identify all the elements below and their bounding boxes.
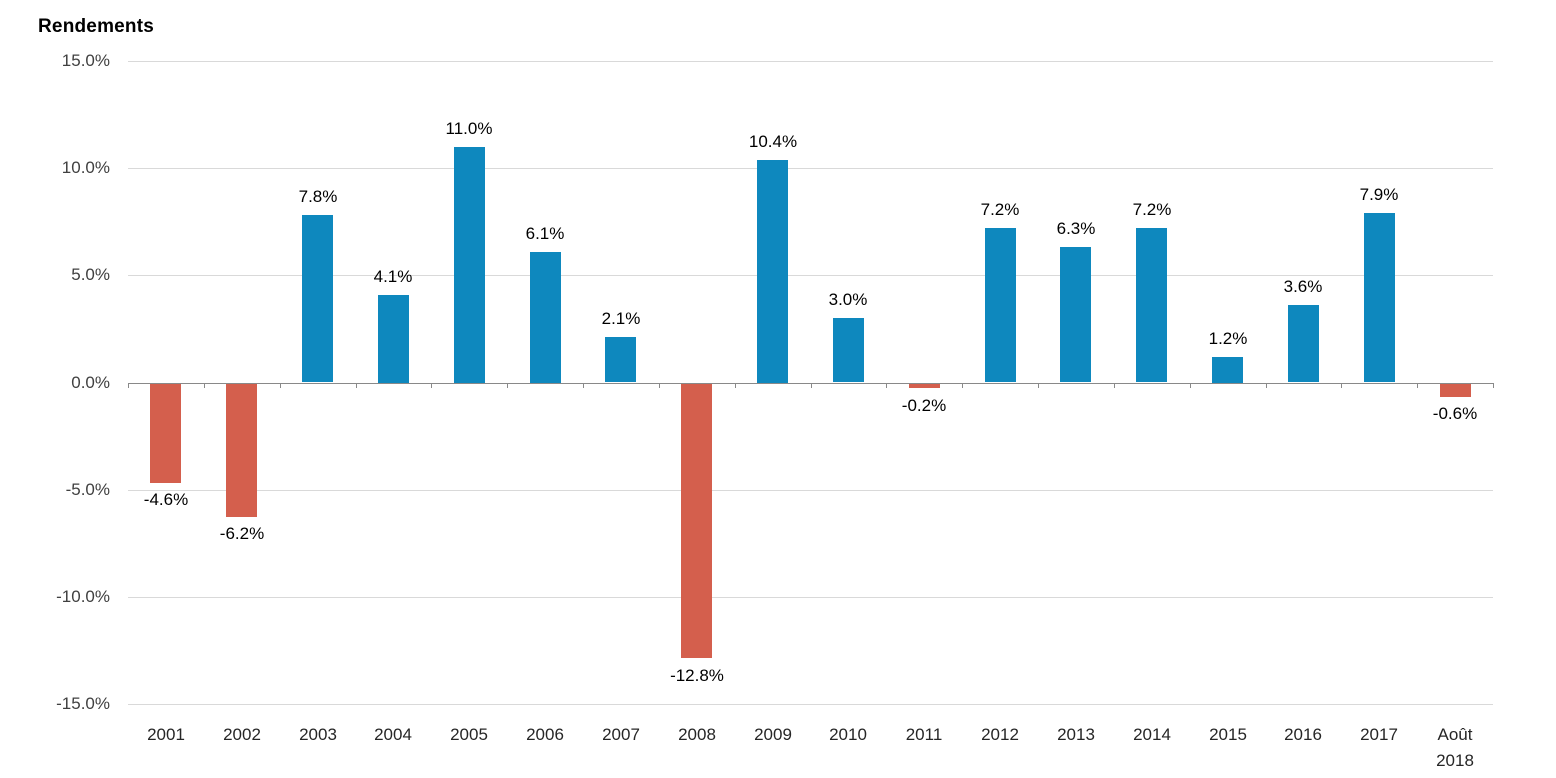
- bar-2017: [1364, 213, 1395, 382]
- axis-tick: [811, 383, 812, 388]
- y-axis-label: 15.0%: [61, 51, 110, 70]
- x-axis-label: 2017: [1360, 725, 1398, 744]
- x-axis-label: 2010: [829, 725, 867, 744]
- bar-2007: [605, 337, 636, 382]
- axis-tick: [1266, 383, 1267, 388]
- data-label: 11.0%: [445, 119, 493, 138]
- data-label: -0.2%: [901, 396, 947, 415]
- data-label: 7.8%: [298, 187, 338, 206]
- data-label: 7.9%: [1359, 185, 1399, 204]
- data-label: 2.1%: [601, 309, 641, 328]
- axis-tick: [356, 383, 357, 388]
- bar-2015: [1212, 357, 1243, 383]
- gridline: [128, 490, 1493, 491]
- data-label: 6.1%: [525, 224, 565, 243]
- axis-tick: [1417, 383, 1418, 388]
- gridline: [128, 597, 1493, 598]
- axis-tick: [1341, 383, 1342, 388]
- x-axis-label: 2014: [1133, 725, 1171, 744]
- y-axis-label: 0.0%: [71, 373, 110, 392]
- axis-tick: [1190, 383, 1191, 388]
- x-axis-label: 2008: [678, 725, 716, 744]
- bar-2005: [454, 147, 485, 383]
- axis-tick: [583, 383, 584, 388]
- axis-tick: [1114, 383, 1115, 388]
- x-axis-label: 2007: [602, 725, 640, 744]
- x-axis-label: 2012: [981, 725, 1019, 744]
- y-axis-label: 5.0%: [71, 265, 110, 284]
- x-axis-label: 2003: [299, 725, 337, 744]
- bar-2016: [1288, 305, 1319, 382]
- bar-2006: [530, 252, 561, 383]
- axis-tick: [1493, 383, 1494, 388]
- bar-2009: [757, 160, 788, 383]
- x-axis-label: 2015: [1209, 725, 1247, 744]
- x-axis-label: 2009: [754, 725, 792, 744]
- gridline: [128, 168, 1493, 169]
- data-label: 3.0%: [828, 290, 868, 309]
- data-label: 7.2%: [1132, 200, 1172, 219]
- gridline: [128, 704, 1493, 705]
- axis-tick: [1038, 383, 1039, 388]
- axis-tick: [735, 383, 736, 388]
- data-label: 6.3%: [1056, 219, 1096, 238]
- axis-tick: [507, 383, 508, 388]
- bar-2002: [226, 384, 257, 517]
- axis-tick: [886, 383, 887, 388]
- x-axis-label: Août 2018: [1436, 725, 1474, 770]
- data-label: 10.4%: [748, 132, 798, 151]
- data-label: 3.6%: [1283, 277, 1323, 296]
- data-label: -4.6%: [143, 490, 189, 509]
- x-axis-label: 2011: [905, 725, 943, 744]
- axis-tick: [280, 383, 281, 388]
- axis-tick: [659, 383, 660, 388]
- data-label: -12.8%: [670, 666, 724, 685]
- bar-2013: [1060, 247, 1091, 382]
- data-label: -6.2%: [219, 524, 265, 543]
- data-label: 1.2%: [1208, 329, 1248, 348]
- gridline: [128, 61, 1493, 62]
- data-label: 7.2%: [980, 200, 1020, 219]
- bar-2008: [681, 384, 712, 658]
- data-label: 4.1%: [373, 267, 413, 286]
- x-axis-label: 2006: [526, 725, 564, 744]
- axis-tick: [431, 383, 432, 388]
- bar-2001: [150, 384, 181, 483]
- bar-2014: [1136, 228, 1167, 382]
- x-axis-label: 2001: [147, 725, 185, 744]
- x-axis-label: 2005: [450, 725, 488, 744]
- axis-tick: [204, 383, 205, 388]
- x-axis-label: 2016: [1284, 725, 1322, 744]
- x-axis-label: 2013: [1057, 725, 1095, 744]
- x-axis-label: 2002: [223, 725, 261, 744]
- axis-tick: [962, 383, 963, 388]
- x-axis-line: [128, 383, 1493, 384]
- bar-2011: [909, 384, 940, 388]
- bar-2012: [985, 228, 1016, 382]
- bar-2003: [302, 215, 333, 382]
- y-axis-label: -15.0%: [56, 694, 110, 713]
- gridline: [128, 275, 1493, 276]
- data-label: -0.6%: [1432, 404, 1478, 423]
- y-axis-label: -5.0%: [65, 480, 110, 499]
- y-axis-label: 10.0%: [61, 158, 110, 177]
- x-axis-label: 2004: [374, 725, 412, 744]
- bar-2010: [833, 318, 864, 382]
- y-axis-label: -10.0%: [56, 587, 110, 606]
- chart-title: Rendements: [38, 16, 155, 37]
- bar-août-2018: [1440, 384, 1471, 397]
- axis-tick: [128, 383, 129, 388]
- bar-2004: [378, 295, 409, 383]
